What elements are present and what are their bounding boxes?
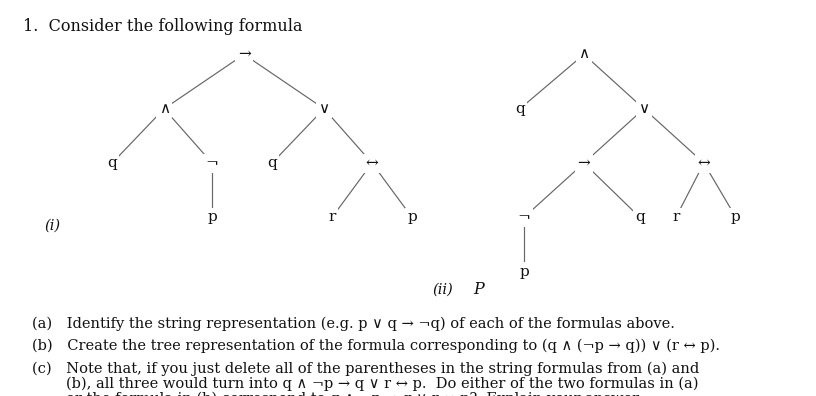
Text: p: p xyxy=(407,210,417,225)
Text: or the formula in (b) correspond to q ∧ ¬p → q ∨ r ↔ p?  Explain your answer.: or the formula in (b) correspond to q ∧ … xyxy=(66,391,642,396)
Text: (c) Note that, if you just delete all of the parentheses in the string formulas : (c) Note that, if you just delete all of… xyxy=(32,361,699,375)
Text: →: → xyxy=(237,48,251,61)
Text: ↔: ↔ xyxy=(366,156,379,170)
Text: (b) Create the tree representation of the formula corresponding to (q ∧ (¬p → q): (b) Create the tree representation of th… xyxy=(32,339,721,354)
Text: ∧: ∧ xyxy=(579,48,589,61)
Text: (ii): (ii) xyxy=(432,282,453,296)
Text: (i): (i) xyxy=(44,218,60,232)
Text: ↔: ↔ xyxy=(698,156,710,170)
Text: q: q xyxy=(635,210,645,225)
Text: →: → xyxy=(578,156,590,170)
Text: p: p xyxy=(519,265,529,279)
Text: ¬: ¬ xyxy=(206,156,219,170)
Text: q: q xyxy=(267,156,277,170)
Text: P: P xyxy=(473,281,485,298)
Text: (a) Identify the string representation (e.g. p ∨ q → ¬q) of each of the formulas: (a) Identify the string representation (… xyxy=(32,317,675,331)
Text: ∧: ∧ xyxy=(158,102,170,116)
Text: r: r xyxy=(672,210,680,225)
Text: q: q xyxy=(107,156,117,170)
Text: r: r xyxy=(328,210,335,225)
Text: (b), all three would turn into q ∧ ¬p → q ∨ r ↔ p.  Do either of the two formula: (b), all three would turn into q ∧ ¬p → … xyxy=(66,376,698,391)
Text: q: q xyxy=(515,102,525,116)
Text: p: p xyxy=(731,210,741,225)
Text: ¬: ¬ xyxy=(517,210,530,225)
Text: ∨: ∨ xyxy=(318,102,330,116)
Text: 1.  Consider the following formula: 1. Consider the following formula xyxy=(23,17,302,34)
Text: ∨: ∨ xyxy=(638,102,650,116)
Text: p: p xyxy=(207,210,217,225)
